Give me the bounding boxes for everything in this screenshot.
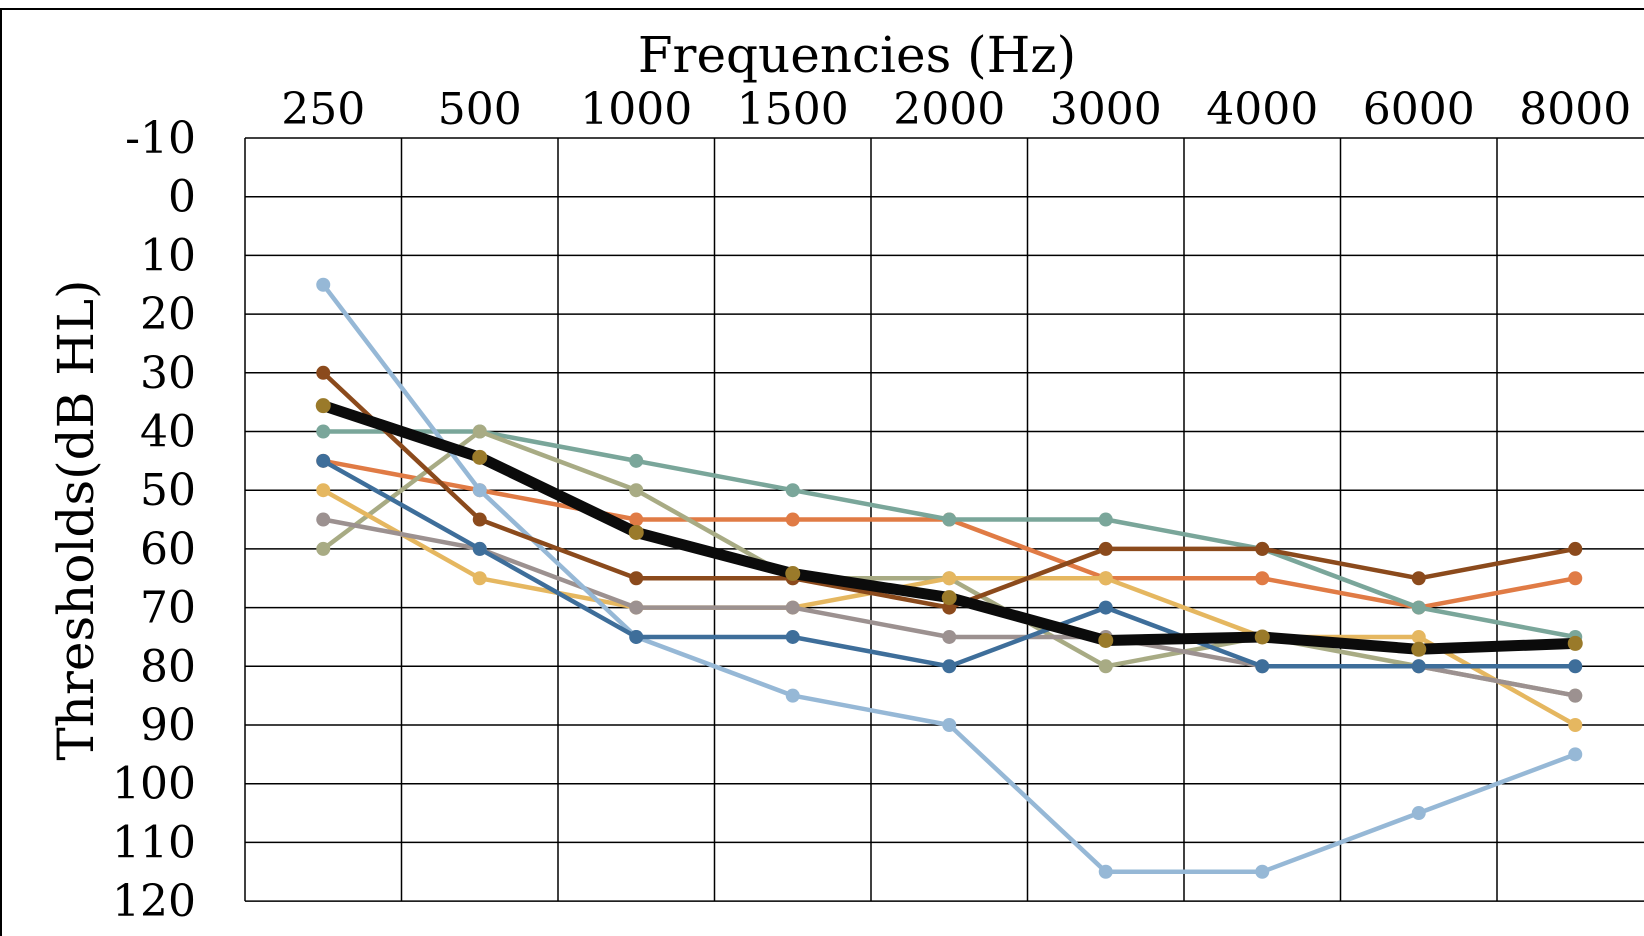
y-tick-label: 40 (140, 407, 196, 458)
data-point (1568, 541, 1583, 556)
data-point (628, 524, 644, 540)
data-point (316, 483, 331, 498)
data-point (316, 512, 331, 527)
data-point (1255, 541, 1270, 556)
x-tick-label: 3000 (1050, 84, 1162, 135)
data-point (1254, 629, 1270, 645)
data-point (1255, 864, 1270, 879)
y-tick-label: 20 (140, 289, 196, 340)
y-tick-label: 120 (112, 876, 196, 927)
data-point (316, 453, 331, 468)
data-point (942, 718, 957, 732)
data-point (1098, 864, 1113, 879)
x-tick-label: 1000 (580, 84, 692, 135)
y-tick-label: 80 (140, 641, 196, 692)
data-point (1098, 512, 1113, 527)
data-point (1411, 600, 1426, 615)
x-tick-labels: 250 500 1000 1500 2000 3000 4000 6000 8000 (281, 84, 1631, 135)
data-point (1568, 688, 1583, 703)
data-point (942, 571, 957, 586)
data-point (941, 590, 957, 606)
data-point (472, 571, 487, 586)
y-tick-label: 50 (140, 465, 196, 516)
y-tick-label: 70 (140, 583, 196, 634)
data-point (316, 277, 331, 292)
x-tick-label: 6000 (1363, 84, 1475, 135)
series-mean-line (315, 398, 1583, 657)
data-point (316, 365, 331, 380)
data-point (1567, 635, 1583, 651)
data-point (315, 398, 331, 414)
data-point (942, 629, 957, 644)
data-point (785, 629, 800, 644)
series-lines (315, 277, 1583, 879)
data-point (785, 483, 800, 498)
data-point (1411, 659, 1426, 674)
data-point (942, 512, 957, 527)
data-point (942, 659, 957, 674)
data-point (629, 453, 644, 468)
data-point (1411, 641, 1427, 657)
y-tick-labels: -10 0 10 20 30 40 50 60 70 80 90 100 110 120 (112, 113, 196, 927)
data-point (629, 512, 644, 527)
data-point (472, 483, 487, 498)
data-point (629, 483, 644, 498)
data-point (1098, 571, 1113, 586)
data-point (785, 512, 800, 527)
data-point (472, 424, 487, 439)
data-point (785, 566, 801, 582)
x-tick-label: 2000 (893, 84, 1005, 135)
data-point (1098, 632, 1114, 648)
x-axis-title: Frequencies (Hz) (638, 26, 1076, 84)
series-line (316, 453, 1583, 674)
y-tick-label: 90 (140, 700, 196, 751)
data-point (472, 541, 487, 556)
y-axis-title: Thresholds(dB HL) (47, 279, 105, 760)
x-tick-label: 8000 (1519, 84, 1631, 135)
data-point (472, 449, 488, 465)
data-point (629, 571, 644, 586)
x-tick-label: 4000 (1206, 84, 1318, 135)
y-tick-label: 100 (112, 759, 196, 810)
y-tick-label: -10 (125, 113, 196, 164)
y-tick-label: 60 (140, 524, 196, 575)
data-point (1411, 571, 1426, 586)
data-point (1411, 629, 1426, 644)
data-point (785, 600, 800, 615)
data-point (629, 600, 644, 615)
data-point (316, 424, 331, 439)
data-point (1098, 541, 1113, 556)
y-tick-label: 30 (140, 348, 196, 399)
data-point (1255, 571, 1270, 586)
data-point (1098, 600, 1113, 615)
x-tick-label: 250 (281, 84, 365, 135)
data-point (472, 512, 487, 527)
data-point (316, 541, 331, 556)
x-tick-label: 500 (438, 84, 522, 135)
data-point (1098, 659, 1113, 674)
y-tick-label: 110 (112, 817, 196, 868)
data-point (629, 629, 644, 644)
data-point (1568, 747, 1583, 762)
data-point (785, 688, 800, 703)
x-tick-label: 1500 (737, 84, 849, 135)
data-point (1411, 806, 1426, 821)
y-tick-label: 10 (140, 230, 196, 281)
data-point (1568, 571, 1583, 586)
y-tick-label: 0 (168, 172, 196, 223)
chart-frame (0, 8, 1644, 936)
data-point (1255, 659, 1270, 674)
data-point (1568, 659, 1583, 674)
data-point (1568, 718, 1583, 732)
